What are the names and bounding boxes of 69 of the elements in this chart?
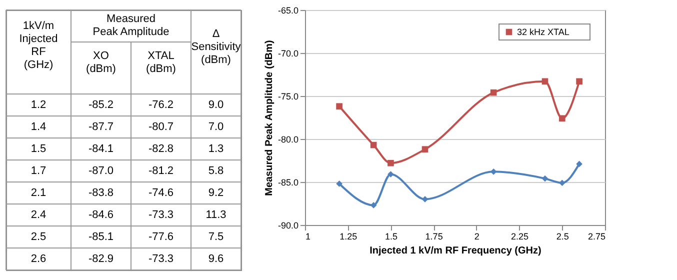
legend-label: 32 kHz XTAL	[517, 27, 570, 37]
point	[388, 160, 394, 166]
point	[490, 89, 497, 96]
data-label: -74.6	[148, 187, 174, 199]
data-label: 1.3	[208, 143, 224, 155]
y-tick-label: -70.0	[278, 48, 298, 58]
point	[422, 146, 428, 152]
data-label: -76.2	[148, 99, 174, 111]
x-tick-label: 2.5	[556, 232, 569, 242]
point	[576, 78, 582, 85]
category-label: 2.4	[30, 209, 46, 221]
y-tick-label: -90.0	[278, 220, 298, 230]
data-label: 9.0	[208, 99, 224, 111]
point	[576, 160, 582, 168]
x-tick-label: 2	[474, 232, 480, 242]
data-label: 9.6	[208, 253, 224, 265]
data-label: -84.1	[88, 143, 114, 155]
point	[370, 142, 377, 148]
data-label: -85.2	[88, 99, 114, 111]
data-label: -84.6	[88, 209, 114, 221]
category-label: 1.4	[30, 121, 46, 133]
x-tick-label: 1.75	[425, 232, 443, 242]
point	[388, 171, 394, 178]
data-label: -87.7	[88, 121, 114, 133]
x-axis-title: Injected 1 kV/m RF Frequency (GHz)	[370, 246, 542, 256]
x-tick-label: 1	[306, 232, 311, 242]
data-label: 5.8	[208, 165, 224, 177]
x-tick-label: 2.75	[588, 232, 606, 242]
text: 1kV/m Injected RF (GHz)	[19, 20, 58, 71]
data-label: -85.1	[88, 231, 114, 243]
category-label: 1.5	[30, 143, 46, 155]
point	[558, 180, 566, 186]
point	[336, 103, 342, 110]
point	[370, 202, 377, 208]
text: Measured Peak Amplitude	[92, 13, 170, 38]
data-label: 9.2	[208, 187, 224, 199]
point	[490, 168, 497, 175]
y-tick-label: -80.0	[278, 134, 298, 144]
text: Δ Sensitivity (dBm)	[191, 28, 242, 66]
x-tick-label: 2.25	[511, 232, 529, 242]
point	[558, 115, 566, 122]
category-label: 1.2	[30, 99, 46, 111]
x-tick-label: 1.25	[340, 232, 358, 242]
data-label: 11.3	[206, 209, 226, 221]
data-label: -83.8	[88, 187, 114, 199]
data-label: -77.6	[148, 231, 174, 243]
point	[336, 180, 342, 187]
point	[422, 196, 428, 202]
data-label: -82.8	[148, 143, 174, 155]
data-label: -80.7	[148, 121, 174, 133]
data-label: -73.3	[148, 209, 174, 221]
y-axis-title: Measured Peak Amplitude (dBm)	[264, 40, 275, 196]
data-label: 7.0	[208, 121, 224, 133]
text: XO (dBm)	[86, 50, 116, 75]
point	[542, 78, 548, 85]
y-tick-label: -85.0	[278, 178, 298, 188]
y-tick-label: -75.0	[278, 92, 298, 102]
data-label: 7.5	[208, 231, 224, 243]
x-tick-label: 1.5	[384, 232, 398, 242]
category-label: 2.6	[30, 253, 46, 265]
y-tick-label: -65.0	[278, 6, 298, 16]
data-label: -73.3	[148, 253, 174, 265]
data-label: -82.9	[88, 253, 114, 265]
data-label: -87.0	[88, 165, 114, 177]
data-label: -81.2	[148, 165, 174, 177]
point	[542, 175, 548, 182]
category-label: 1.7	[30, 165, 46, 177]
category-label: 2.1	[30, 187, 46, 199]
text: XTAL (dBm)	[146, 50, 176, 75]
